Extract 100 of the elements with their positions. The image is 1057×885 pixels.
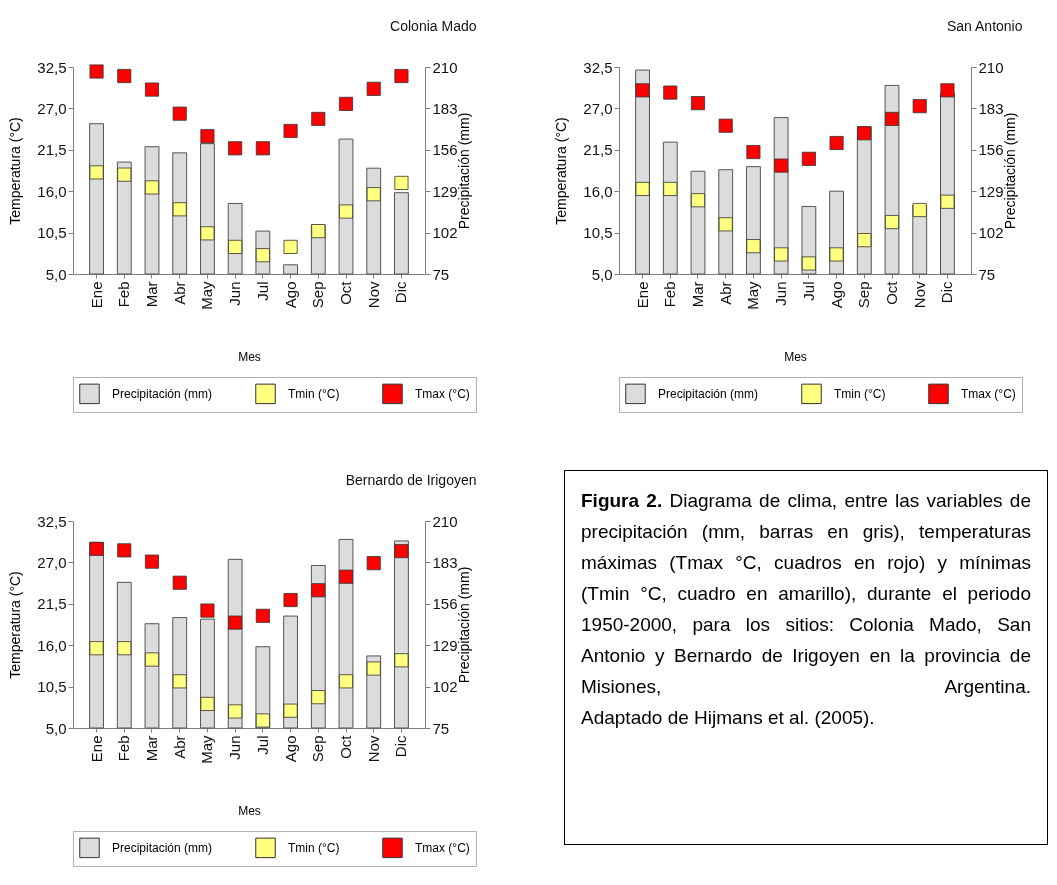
y2-tick-label: 129 [432, 636, 458, 654]
point [255, 713, 270, 728]
x-tick-label: Mar [142, 281, 160, 308]
x-tick-label: Dic [392, 281, 410, 304]
x-tick-label: Jun [772, 281, 790, 306]
legend-label: Tmin (°C) [834, 386, 886, 401]
y2-tick-label: 210 [432, 58, 458, 76]
legend-label: Tmax (°C) [415, 386, 470, 401]
point [366, 187, 381, 202]
x-tick-label: Abr [716, 281, 734, 305]
y2-tick-label: 129 [978, 182, 1004, 200]
y2-tick-label: 102 [432, 678, 458, 696]
point [200, 226, 215, 241]
point [283, 239, 298, 254]
y2-tick-label: 210 [432, 512, 458, 530]
y-axis-title: Temperatura (°C) [7, 571, 24, 679]
point [117, 69, 132, 84]
y-tick-label: 21,5 [583, 141, 613, 159]
y2-tick-label: 210 [978, 58, 1004, 76]
y-tick-label: 27,0 [37, 99, 67, 117]
y2-tick-label: 183 [978, 99, 1004, 117]
point [89, 541, 104, 556]
x-tick-label: Ago [281, 281, 299, 309]
point [394, 544, 409, 559]
y2-tick-label: 75 [978, 265, 996, 283]
y-tick-label: 21,5 [37, 595, 67, 613]
y2-tick-label: 75 [432, 719, 450, 737]
x-axis-title: Mes [238, 349, 261, 364]
point [690, 96, 706, 111]
point [366, 556, 381, 571]
x-tick-label: Abr [170, 735, 188, 759]
point [394, 69, 409, 84]
point [89, 165, 104, 180]
y-tick-label: 5,0 [45, 265, 67, 283]
point [283, 123, 298, 138]
text: Adaptado de Hijmans et al. (2005). [581, 706, 876, 730]
text: Figura 2. [581, 490, 663, 511]
x-tick-label: Ene [633, 281, 651, 309]
legend-label: Tmax (°C) [961, 386, 1016, 401]
legend-label: Precipitación (mm) [658, 386, 759, 401]
x-tick-label: Sep [309, 735, 327, 763]
x-tick-label: Ago [827, 281, 845, 309]
y-axis-title: Temperatura (°C) [553, 117, 570, 225]
point [394, 175, 409, 190]
x-tick-label: May [198, 281, 216, 310]
point [228, 615, 243, 630]
point [283, 703, 298, 718]
point [200, 603, 215, 618]
y2-tick-label: 183 [432, 99, 458, 117]
point [228, 704, 243, 719]
point [89, 64, 104, 79]
x-tick-label: May [198, 735, 216, 764]
chart-title: San Antonio [946, 18, 1023, 34]
point [117, 167, 132, 182]
point [228, 239, 243, 254]
x-tick-label: Feb [115, 735, 133, 762]
point [829, 247, 844, 262]
x-axis-title: Mes [784, 349, 807, 364]
point [857, 126, 872, 141]
y2-tick-label: 183 [432, 553, 458, 571]
point [394, 653, 409, 668]
point [228, 141, 243, 156]
point [718, 217, 733, 232]
point [311, 690, 326, 705]
legend-label: Precipitación (mm) [112, 840, 213, 855]
y-tick-label: 5,0 [45, 719, 67, 737]
x-tick-label: Sep [855, 281, 873, 309]
point [172, 106, 187, 121]
point [635, 181, 650, 196]
point [746, 145, 761, 160]
point [774, 158, 789, 173]
point [912, 99, 927, 114]
x-tick-label: May [744, 281, 762, 310]
point [940, 194, 955, 209]
point [801, 256, 816, 271]
x-tick-label: Jul [799, 281, 817, 301]
point [635, 83, 650, 98]
y2-tick-label: 156 [432, 141, 458, 159]
chart-title: Bernardo de Irigoyen [345, 472, 477, 488]
point [255, 608, 270, 623]
point [857, 233, 872, 248]
x-tick-label: Nov [364, 281, 382, 309]
x-tick-label: Jun [226, 735, 244, 760]
point [746, 239, 761, 254]
y2-tick-label: 156 [432, 595, 458, 613]
y2-tick-label: 102 [432, 224, 458, 242]
point [829, 136, 844, 151]
legend-label: Tmin (°C) [288, 840, 340, 855]
legend-label: Tmax (°C) [415, 840, 470, 855]
x-axis-title: Mes [238, 803, 261, 818]
point [718, 118, 733, 133]
point [311, 224, 326, 239]
y-tick-label: 27,0 [37, 553, 67, 571]
x-tick-label: Abr [170, 281, 188, 305]
point [912, 203, 927, 218]
point [200, 129, 215, 144]
x-tick-label: Dic [392, 735, 410, 758]
y-tick-label: 16,0 [37, 636, 67, 654]
point [338, 96, 354, 111]
y-tick-label: 10,5 [37, 678, 67, 696]
